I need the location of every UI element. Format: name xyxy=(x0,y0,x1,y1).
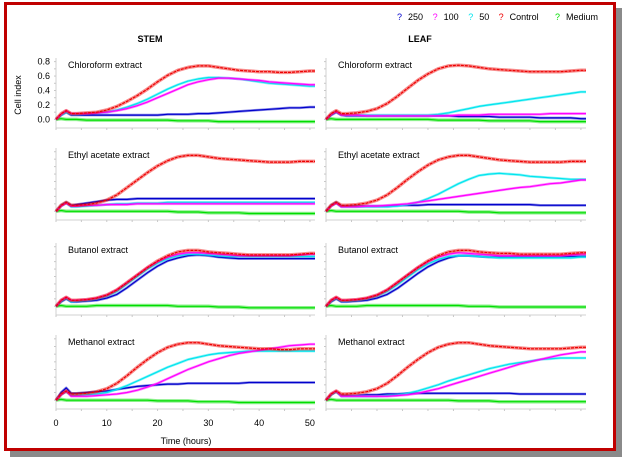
panel-title: Butanol extract xyxy=(68,245,129,255)
column-title-leaf: LEAF xyxy=(408,34,432,44)
legend-label-250: 250 xyxy=(408,12,423,22)
panel-title: Chloroform extract xyxy=(68,60,143,70)
series-band-control xyxy=(324,248,586,308)
panel-ethyl-acetate-extract-stem: Ethyl acetate extract xyxy=(54,148,315,222)
series-line-100 xyxy=(55,252,315,307)
series-line-100 xyxy=(325,351,586,401)
y-axis-ticks: 0.0 0.2 0.4 0.6 0.8 xyxy=(37,57,50,125)
panel-title: Ethyl acetate extract xyxy=(338,150,420,160)
series-line-100 xyxy=(55,77,315,120)
legend-label-control: Control xyxy=(510,12,539,22)
series-line-50 xyxy=(55,253,315,307)
series-line-control xyxy=(325,64,586,120)
y-axis-label: Cell index xyxy=(13,75,23,115)
x-tick-label: 20 xyxy=(153,418,163,428)
series-line-medium xyxy=(325,304,586,308)
panel-title: Methanol extract xyxy=(68,337,135,347)
y-tick-label: 0.8 xyxy=(37,57,50,67)
series-line-100 xyxy=(55,343,315,401)
x-tick-label: 0 xyxy=(53,418,58,428)
series-line-100 xyxy=(55,202,315,212)
series-band-control xyxy=(324,340,586,402)
y-tick-label: 0.2 xyxy=(37,100,50,110)
series-line-medium xyxy=(325,118,586,123)
frame-shadow-right xyxy=(616,8,622,455)
series-line-control xyxy=(55,154,315,212)
x-tick-label: 50 xyxy=(305,418,315,428)
legend-label-medium: Medium xyxy=(566,12,598,22)
panel-methanol-extract-stem: Methanol extract xyxy=(54,335,315,411)
series-line-100 xyxy=(325,110,586,120)
series-line-250 xyxy=(325,391,586,401)
series-line-250 xyxy=(55,381,315,401)
legend-label-100: 100 xyxy=(444,12,459,22)
column-title-stem: STEM xyxy=(137,34,162,44)
y-tick-label: 0.6 xyxy=(37,71,50,81)
series-line-control xyxy=(325,342,586,401)
series-line-100 xyxy=(325,179,586,212)
series-line-control xyxy=(55,65,315,120)
panel-butanol-extract-leaf: Butanol extract xyxy=(324,243,586,317)
legend-label-50: 50 xyxy=(479,12,489,22)
x-tick-label: 30 xyxy=(203,418,213,428)
panel-ethyl-acetate-extract-leaf: Ethyl acetate extract xyxy=(324,148,586,222)
panel-title: Butanol extract xyxy=(338,245,399,255)
series-line-medium xyxy=(55,398,315,404)
series-line-250 xyxy=(55,198,315,212)
panel-chloroform-extract-stem: Chloroform extract xyxy=(54,58,315,130)
series-line-control xyxy=(55,249,315,307)
legend-marker-medium: ? xyxy=(555,12,560,22)
panel-title: Ethyl acetate extract xyxy=(68,150,150,160)
frame-shadow-bottom xyxy=(10,451,622,457)
series-line-medium xyxy=(325,209,586,214)
series-line-medium xyxy=(55,118,315,123)
legend-marker-250: ? xyxy=(397,12,402,22)
series-line-50 xyxy=(325,255,586,307)
legend-marker-control: ? xyxy=(499,12,504,22)
panels: Chloroform extract Chloroform extract Ethy… xyxy=(54,58,586,411)
legend-marker-50: ? xyxy=(468,12,473,22)
series-line-control xyxy=(325,154,586,212)
x-tick-label: 10 xyxy=(102,418,112,428)
series-line-medium xyxy=(325,398,586,403)
figure-frame xyxy=(4,2,616,451)
series-line-250 xyxy=(55,254,315,307)
series-line-medium xyxy=(55,304,315,309)
panel-title: Methanol extract xyxy=(338,337,405,347)
series-line-50 xyxy=(55,201,315,212)
legend: ? 250? 100? 50? Control? Medium xyxy=(397,12,598,22)
series-line-50 xyxy=(55,350,315,401)
panel-methanol-extract-leaf: Methanol extract xyxy=(324,335,586,411)
y-tick-label: 0.4 xyxy=(37,86,50,96)
series-band-control xyxy=(54,64,315,121)
x-axis-ticks: 0 10 20 30 40 50 xyxy=(53,418,314,428)
series-line-control xyxy=(55,342,315,401)
series-line-100 xyxy=(325,252,586,307)
series-line-250 xyxy=(325,255,586,307)
y-tick-label: 0.0 xyxy=(37,114,50,124)
panel-butanol-extract-stem: Butanol extract xyxy=(54,243,315,317)
legend-marker-100: ? xyxy=(433,12,438,22)
panel-title: Chloroform extract xyxy=(338,60,413,70)
series-line-250 xyxy=(55,106,315,120)
x-tick-label: 40 xyxy=(254,418,264,428)
series-line-medium xyxy=(55,209,315,215)
panel-chloroform-extract-leaf: Chloroform extract xyxy=(324,58,586,130)
series-line-250 xyxy=(325,201,586,212)
x-axis-label: Time (hours) xyxy=(161,436,212,446)
